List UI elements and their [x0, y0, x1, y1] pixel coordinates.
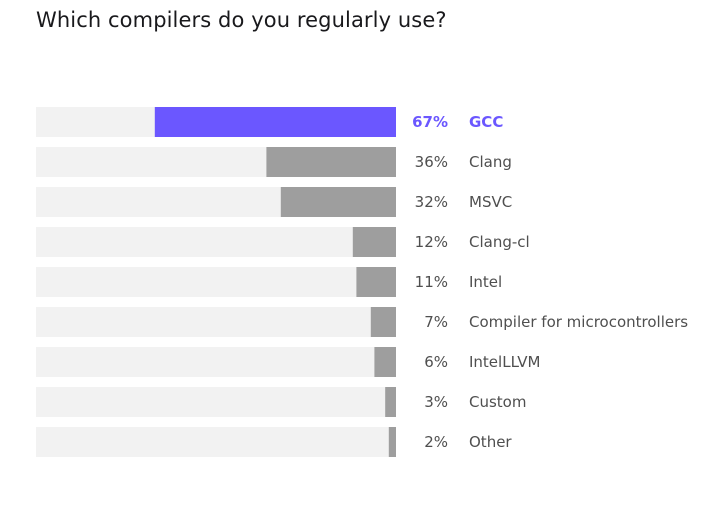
bar-track-5 — [36, 307, 396, 337]
value-label-7: 3% — [424, 393, 448, 411]
category-label-7: Custom — [469, 393, 526, 411]
bar-track-4 — [36, 267, 396, 297]
category-label-1: Clang — [469, 153, 512, 171]
value-label-8: 2% — [424, 433, 448, 451]
bar-5 — [370, 307, 396, 337]
bar-track-6 — [36, 347, 396, 377]
bar-7 — [385, 387, 396, 417]
bar-track-8 — [36, 427, 396, 457]
bar-1 — [266, 147, 396, 177]
category-label-2: MSVC — [469, 193, 512, 211]
bar-4 — [356, 267, 396, 297]
value-label-1: 36% — [415, 153, 448, 171]
category-label-6: IntelLLVM — [469, 353, 540, 371]
bar-track-3 — [36, 227, 396, 257]
value-label-5: 7% — [424, 313, 448, 331]
value-label-0: 67% — [412, 113, 448, 131]
category-label-0: GCC — [469, 113, 503, 131]
bar-6 — [374, 347, 396, 377]
value-label-4: 11% — [415, 273, 448, 291]
category-label-5: Compiler for microcontrollers — [469, 313, 688, 331]
bar-3 — [352, 227, 396, 257]
bar-track-7 — [36, 387, 396, 417]
chart-title: Which compilers do you regularly use? — [36, 8, 447, 32]
bar-2 — [280, 187, 396, 217]
bar-8 — [388, 427, 396, 457]
value-label-6: 6% — [424, 353, 448, 371]
value-label-2: 32% — [415, 193, 448, 211]
category-label-4: Intel — [469, 273, 502, 291]
value-label-3: 12% — [415, 233, 448, 251]
category-label-8: Other — [469, 433, 512, 451]
bar-0 — [154, 107, 396, 137]
category-label-3: Clang-cl — [469, 233, 530, 251]
